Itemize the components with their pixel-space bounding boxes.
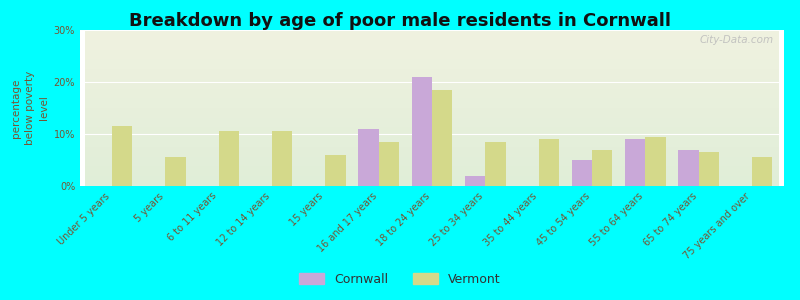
Bar [538,139,559,186]
Bar [358,129,378,186]
Bar [218,131,239,186]
Text: City-Data.com: City-Data.com [699,35,774,45]
Text: Breakdown by age of poor male residents in Cornwall: Breakdown by age of poor male residents … [129,12,671,30]
Bar [112,126,132,186]
Bar [592,150,612,186]
Bar [272,131,292,186]
Bar [486,142,506,186]
Bar [752,158,772,186]
Bar [412,77,432,186]
Bar [465,176,486,186]
Bar [678,150,698,186]
Bar [432,90,452,186]
Bar [625,139,646,186]
Legend: Cornwall, Vermont: Cornwall, Vermont [294,268,506,291]
Bar [572,160,592,186]
Y-axis label: percentage
below poverty
level: percentage below poverty level [11,71,50,145]
Bar [326,155,346,186]
Bar [698,152,719,186]
Bar [166,158,186,186]
Bar [378,142,399,186]
Bar [646,136,666,186]
